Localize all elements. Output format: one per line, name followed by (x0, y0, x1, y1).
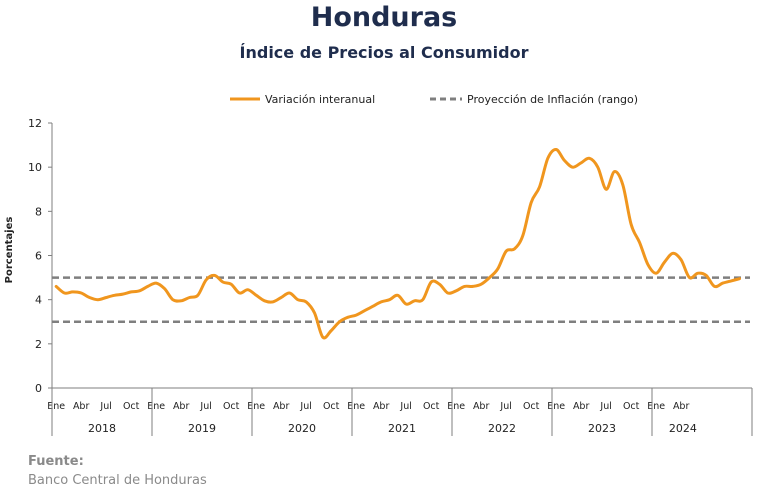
y-tick-label: 8 (35, 205, 42, 218)
chart-title: Honduras (310, 2, 458, 33)
x-year-label: 2020 (288, 422, 316, 435)
x-month-label: Ene (547, 401, 565, 412)
y-tick-label: 6 (35, 250, 42, 263)
legend-label-variacion: Variación interanual (265, 93, 375, 106)
projection-range (52, 276, 750, 323)
x-month-label: Abr (473, 401, 490, 412)
x-month-label: Jul (399, 401, 411, 412)
x-month-label: Jul (299, 401, 311, 412)
y-axis-title: Porcentajes (4, 217, 15, 284)
chart-subtitle: Índice de Precios al Consumidor (239, 43, 529, 62)
x-month-label: Jul (99, 401, 111, 412)
inflation-chart: Variación interanual Proyección de Infla… (4, 93, 753, 436)
series-variacion-interanual (54, 147, 741, 340)
legend-label-proyeccion: Proyección de Inflación (rango) (467, 93, 638, 106)
x-month-label: Ene (347, 401, 365, 412)
x-month-label: Ene (447, 401, 465, 412)
x-month-label: Oct (423, 401, 440, 412)
x-month-label: Abr (373, 401, 390, 412)
x-month-label: Jul (199, 401, 211, 412)
x-month-label: Oct (623, 401, 640, 412)
x-month-label: Oct (123, 401, 140, 412)
y-tick-label: 10 (28, 161, 42, 174)
x-year-label: 2021 (388, 422, 416, 435)
x-year-label: 2018 (88, 422, 116, 435)
x-year-label: 2019 (188, 422, 216, 435)
legend: Variación interanual Proyección de Infla… (230, 93, 638, 106)
x-year-label: 2022 (488, 422, 516, 435)
source-label: Fuente: (28, 454, 84, 469)
x-month-label: Abr (173, 401, 190, 412)
source-text: Banco Central de Honduras (28, 473, 207, 488)
x-month-label: Oct (323, 401, 340, 412)
x-month-label: Jul (599, 401, 611, 412)
x-month-label: Abr (273, 401, 290, 412)
series-line-variacion (54, 147, 741, 340)
y-axis: 0 2 4 6 8 10 12 (28, 117, 53, 395)
y-tick-label: 4 (35, 294, 42, 307)
x-month-label: Ene (47, 401, 65, 412)
y-tick-label: 12 (28, 117, 42, 130)
x-month-label: Oct (523, 401, 540, 412)
x-year-label: 2024 (669, 422, 697, 435)
y-tick-label: 2 (35, 338, 42, 351)
y-tick-label: 0 (35, 382, 42, 395)
x-month-label: Ene (247, 401, 265, 412)
x-month-label: Ene (647, 401, 665, 412)
x-month-label: Abr (573, 401, 590, 412)
x-month-label: Ene (147, 401, 165, 412)
x-month-label: Abr (673, 401, 690, 412)
x-month-label: Oct (223, 401, 240, 412)
x-axis: Ene Abr Jul Oct 2018 Ene Abr Jul Oct 2019 Ene Abr Ju… (47, 387, 753, 436)
x-month-label: Abr (73, 401, 90, 412)
x-month-label: Jul (499, 401, 511, 412)
x-year-label: 2023 (588, 422, 616, 435)
